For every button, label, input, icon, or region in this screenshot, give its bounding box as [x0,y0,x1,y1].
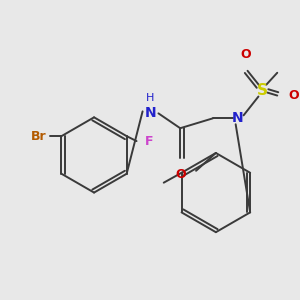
Text: Br: Br [31,130,46,142]
Text: S: S [257,83,268,98]
Text: F: F [145,135,153,148]
Text: H: H [146,94,155,103]
Text: O: O [288,89,299,102]
Text: N: N [232,111,244,125]
Text: N: N [145,106,156,120]
Text: O: O [175,168,185,181]
Text: O: O [240,48,251,61]
